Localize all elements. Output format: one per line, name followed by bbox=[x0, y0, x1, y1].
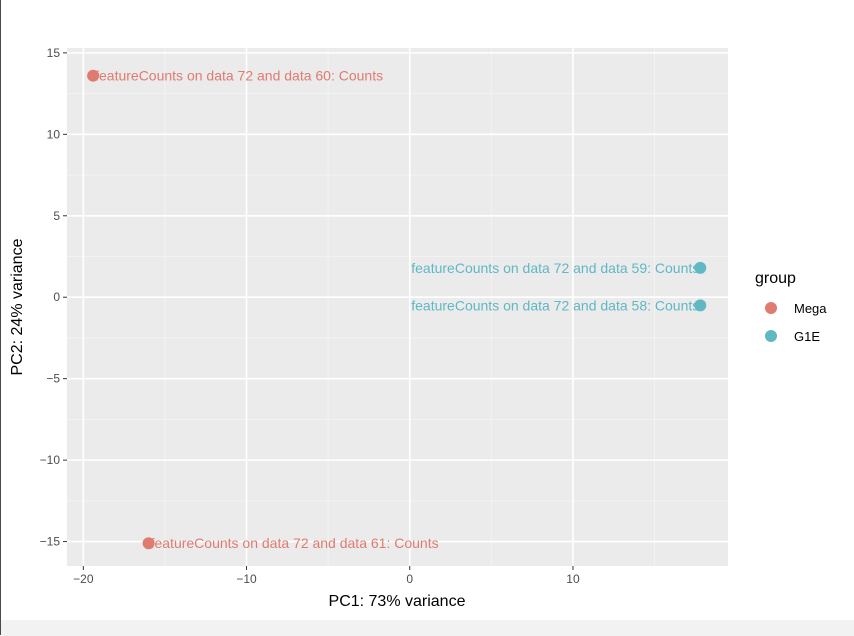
x-tick-label: 10 bbox=[566, 572, 580, 586]
point-label: featureCounts on data 72 and data 61: Co… bbox=[151, 535, 439, 551]
legend-label: Mega bbox=[794, 301, 827, 316]
y-tick-label: −5 bbox=[46, 372, 60, 386]
point-labels: featureCounts on data 72 and data 60: Co… bbox=[95, 68, 699, 552]
y-tick-label: 0 bbox=[53, 290, 60, 304]
y-axis-title: PC2: 24% variance bbox=[9, 238, 26, 375]
point-label: featureCounts on data 72 and data 58: Co… bbox=[411, 297, 699, 313]
y-tick-label: 15 bbox=[47, 46, 61, 60]
window-bottom-strip bbox=[1, 620, 854, 636]
legend-label: G1E bbox=[794, 329, 820, 344]
legend-key bbox=[765, 302, 777, 314]
legend-key bbox=[765, 330, 777, 342]
data-point bbox=[87, 69, 100, 82]
point-label: featureCounts on data 72 and data 59: Co… bbox=[411, 260, 699, 276]
minor-gridlines bbox=[67, 48, 728, 566]
legend-entries: Mega G1E bbox=[765, 301, 827, 344]
data-point bbox=[694, 299, 707, 312]
y-tick-label: 5 bbox=[53, 209, 60, 223]
legend: group Mega G1E bbox=[755, 270, 827, 344]
data-points bbox=[87, 69, 707, 550]
major-gridlines bbox=[67, 48, 728, 566]
x-tick-label: −10 bbox=[236, 572, 257, 586]
x-tick-label: 0 bbox=[406, 572, 413, 586]
y-tick-label: −10 bbox=[40, 453, 61, 467]
y-tick-label: 10 bbox=[47, 127, 61, 141]
x-axis-title: PC1: 73% variance bbox=[329, 593, 466, 610]
legend-title: group bbox=[755, 270, 796, 287]
y-tick-label: −15 bbox=[40, 535, 61, 549]
point-label: featureCounts on data 72 and data 60: Co… bbox=[95, 68, 383, 84]
x-tick-label: −20 bbox=[73, 572, 94, 586]
data-point bbox=[142, 537, 155, 550]
data-point bbox=[694, 261, 707, 274]
x-axis-ticks: −20 −10 0 10 bbox=[73, 566, 580, 586]
y-axis-ticks: −15 −10 −5 0 5 10 15 bbox=[40, 46, 67, 549]
